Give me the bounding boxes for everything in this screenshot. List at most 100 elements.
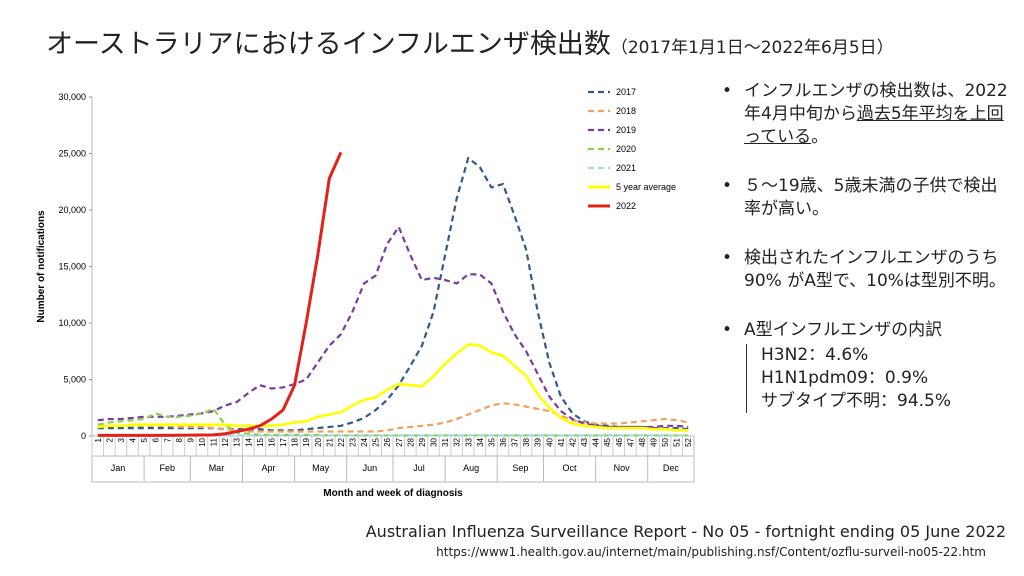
x-tick-label: 30 <box>430 437 439 446</box>
x-tick-label: 43 <box>580 437 589 446</box>
x-tick-label: 24 <box>360 437 369 446</box>
legend-label: 2020 <box>616 144 636 154</box>
series-line <box>97 343 689 432</box>
x-tick-label: 17 <box>279 437 288 446</box>
title: オーストラリアにおけるインフルエンザ検出数 <box>46 29 611 60</box>
x-tick-label: 31 <box>441 437 450 446</box>
x-tick-label: 32 <box>453 437 462 446</box>
month-label: Apr <box>262 463 276 473</box>
series-line <box>97 156 689 432</box>
source-report: Australian Influenza Surveillance Report… <box>365 522 1006 541</box>
x-tick-label: 49 <box>649 437 658 446</box>
slide-title: オーストラリアにおけるインフルエンザ検出数（2017年1月1日～2022年6月5… <box>46 22 894 61</box>
x-tick-label: 4 <box>129 437 138 442</box>
x-tick-label: 21 <box>325 437 334 446</box>
x-tick-label: 36 <box>499 437 508 446</box>
x-tick-label: 20 <box>314 437 323 446</box>
legend-label: 2022 <box>616 201 636 211</box>
month-label: Sep <box>512 463 528 473</box>
x-tick-label: 33 <box>464 437 473 446</box>
subtitle: （2017年1月1日～2022年6月5日） <box>610 38 894 58</box>
month-label: Jun <box>363 463 378 473</box>
legend-label: 2019 <box>616 125 636 135</box>
x-tick-label: 3 <box>117 437 126 442</box>
x-tick-label: 8 <box>175 437 184 442</box>
month-label: Dec <box>663 463 680 473</box>
sub-list: H3N2：4.6% H1N1pdm09：0.9% サブタイプ不明：94.5% <box>746 344 1014 413</box>
x-tick-label: 25 <box>372 437 381 446</box>
month-label: May <box>312 463 330 473</box>
x-tick-label: 44 <box>592 437 601 446</box>
sub-item: サブタイプ不明：94.5% <box>761 391 952 411</box>
x-tick-label: 2 <box>105 437 114 442</box>
bullet-list: インフルエンザの検出数は、2022年4月中旬から過去5年平均を上回っている。 ５～… <box>722 80 1014 439</box>
series-line <box>97 402 689 433</box>
series-line <box>97 151 343 437</box>
x-tick-label: 38 <box>522 437 531 446</box>
x-tick-label: 26 <box>383 437 392 446</box>
x-tick-label: 47 <box>626 437 635 446</box>
bullet: インフルエンザの検出数は、2022年4月中旬から過去5年平均を上回っている。 <box>722 80 1014 149</box>
month-label: Jul <box>413 463 425 473</box>
x-tick-label: 11 <box>210 437 219 446</box>
sub-item: H1N1pdm09：0.9% <box>761 368 929 388</box>
x-axis-label: Month and week of diagnosis <box>323 488 463 499</box>
y-tick-label: 5,000 <box>63 375 86 385</box>
bullet-text: A型インフルエンザの内訳 <box>744 320 943 340</box>
x-tick-label: 5 <box>140 437 149 442</box>
x-tick-label: 13 <box>233 437 242 446</box>
x-tick-label: 7 <box>163 437 172 442</box>
x-tick-label: 41 <box>557 437 566 446</box>
y-tick-label: 10,000 <box>58 318 86 328</box>
bullet: 検出されたインフルエンザのうち90% がA型で、10%は型別不明。 <box>722 247 1014 293</box>
month-label: Aug <box>463 463 479 473</box>
x-tick-label: 28 <box>406 437 415 446</box>
legend-label: 2021 <box>616 163 636 173</box>
x-tick-label: 42 <box>568 437 577 446</box>
legend-label: 2018 <box>616 106 636 116</box>
bullet-text: ５～19歳、5歳未満の子供で検出率が高い。 <box>744 176 998 219</box>
series-line <box>97 225 689 429</box>
x-tick-label: 48 <box>638 437 647 446</box>
legend-label: 5 year average <box>616 182 676 192</box>
month-label: Mar <box>209 463 225 473</box>
x-tick-label: 51 <box>673 437 682 446</box>
x-tick-label: 45 <box>603 437 612 446</box>
x-tick-label: 14 <box>244 437 253 446</box>
x-tick-label: 46 <box>615 437 624 446</box>
x-tick-label: 35 <box>487 437 496 446</box>
x-tick-label: 15 <box>256 437 265 446</box>
y-tick-label: 30,000 <box>58 92 86 102</box>
x-tick-label: 27 <box>395 437 404 446</box>
x-tick-label: 50 <box>661 437 670 446</box>
legend-label: 2017 <box>616 87 636 97</box>
y-tick-label: 15,000 <box>58 262 86 272</box>
x-tick-label: 39 <box>534 437 543 446</box>
x-tick-label: 12 <box>221 437 230 446</box>
bullet-text: 。 <box>811 127 829 147</box>
x-tick-label: 40 <box>545 437 554 446</box>
bullet-text: 検出されたインフルエンザのうち90% がA型で、10%は型別不明。 <box>744 248 1006 291</box>
x-tick-label: 52 <box>684 437 693 446</box>
month-label: Nov <box>614 463 631 473</box>
x-tick-label: 37 <box>511 437 520 446</box>
source-url: https://www1.health.gov.au/internet/main… <box>436 545 986 559</box>
month-label: Feb <box>159 463 175 473</box>
month-label: Oct <box>563 463 578 473</box>
y-tick-label: 20,000 <box>58 205 86 215</box>
x-tick-label: 23 <box>348 437 357 446</box>
x-tick-label: 29 <box>418 437 427 446</box>
x-tick-label: 6 <box>152 437 161 442</box>
x-tick-label: 18 <box>291 437 300 446</box>
x-tick-label: 16 <box>267 437 276 446</box>
x-tick-label: 10 <box>198 437 207 446</box>
x-tick-label: 9 <box>186 437 195 442</box>
y-tick-label: 0 <box>81 431 86 441</box>
bullet: ５～19歳、5歳未満の子供で検出率が高い。 <box>722 175 1014 221</box>
x-tick-label: 1 <box>94 437 103 442</box>
month-label: Jan <box>111 463 126 473</box>
x-tick-label: 19 <box>302 437 311 446</box>
bullet: A型インフルエンザの内訳 H3N2：4.6% H1N1pdm09：0.9% サブタイプ… <box>722 319 1014 413</box>
